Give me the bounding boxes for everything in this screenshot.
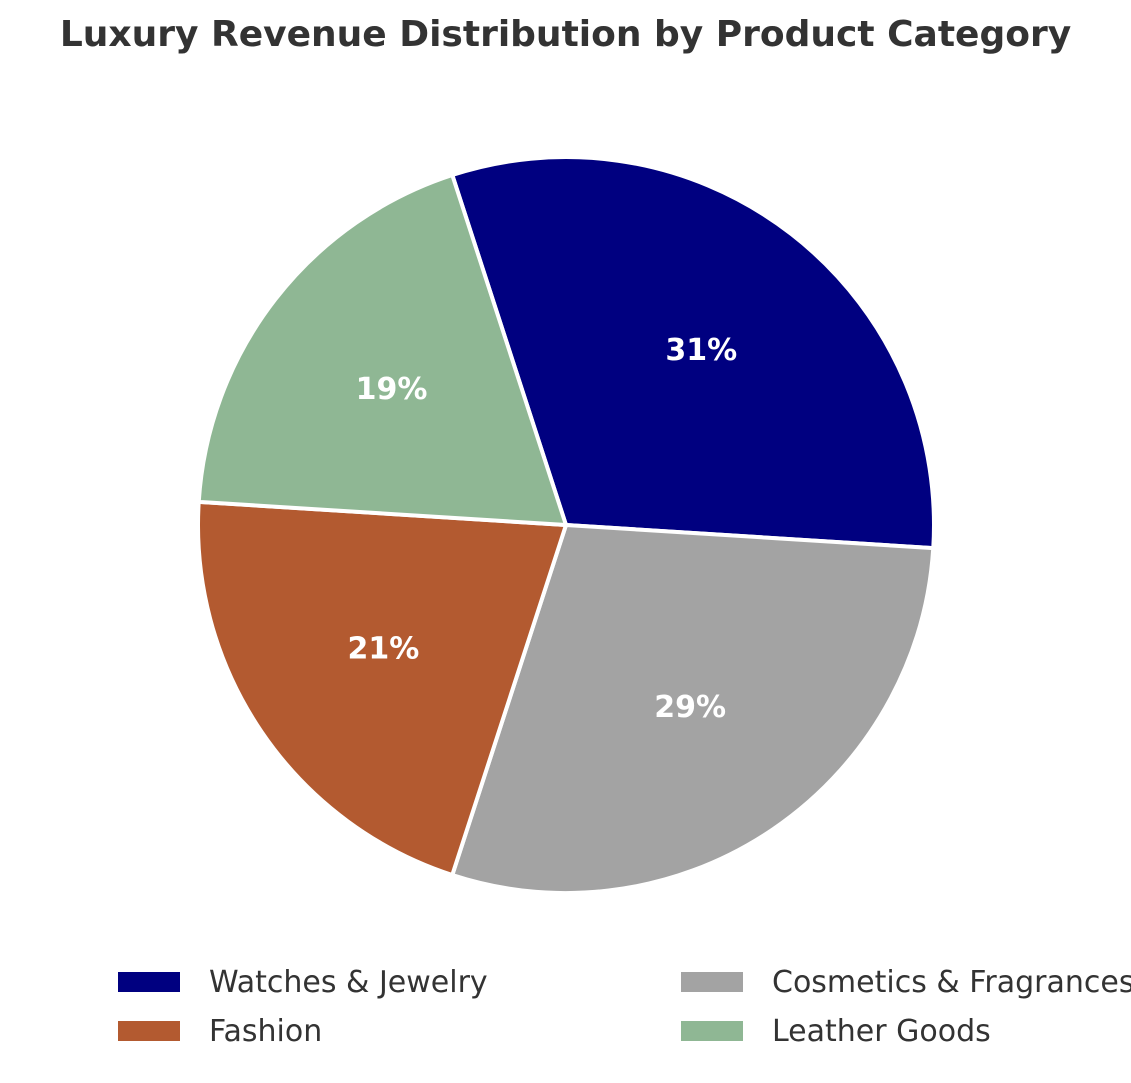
pie-slice-label: 21% <box>347 632 419 667</box>
legend-item: Cosmetics & Fragrances <box>681 962 1131 1002</box>
legend-swatch <box>118 1021 180 1041</box>
pie-slice-fashion <box>196 499 568 877</box>
legend-swatch <box>118 972 180 992</box>
chart-title: Luxury Revenue Distribution by Product C… <box>59 14 1072 55</box>
legend-label: Fashion <box>209 1013 323 1049</box>
legend-item: Watches & Jewelry <box>118 962 488 1002</box>
legend-swatch <box>681 972 743 992</box>
pie-slice-labels: 31% 29% 21% 19% <box>347 333 737 725</box>
pie-slice-watches-jewelry <box>450 155 936 551</box>
legend: Watches & Jewelry Cosmetics & Fragrances F… <box>118 958 1131 1058</box>
legend-label: Watches & Jewelry <box>209 964 488 1000</box>
legend-item: Fashion <box>118 1011 322 1051</box>
legend-swatch <box>681 1021 743 1041</box>
pie-slice-leather-goods <box>196 173 568 527</box>
legend-label: Leather Goods <box>772 1013 991 1049</box>
pie-slice-label: 29% <box>654 690 726 725</box>
pie-slice-label: 31% <box>665 333 737 368</box>
pie-slice-label: 19% <box>356 372 428 407</box>
legend-label: Cosmetics & Fragrances <box>772 964 1131 1000</box>
legend-item: Leather Goods <box>681 1011 991 1051</box>
pie-slice-cosmetics-fragrances <box>450 523 936 895</box>
pie-slices <box>196 155 936 895</box>
